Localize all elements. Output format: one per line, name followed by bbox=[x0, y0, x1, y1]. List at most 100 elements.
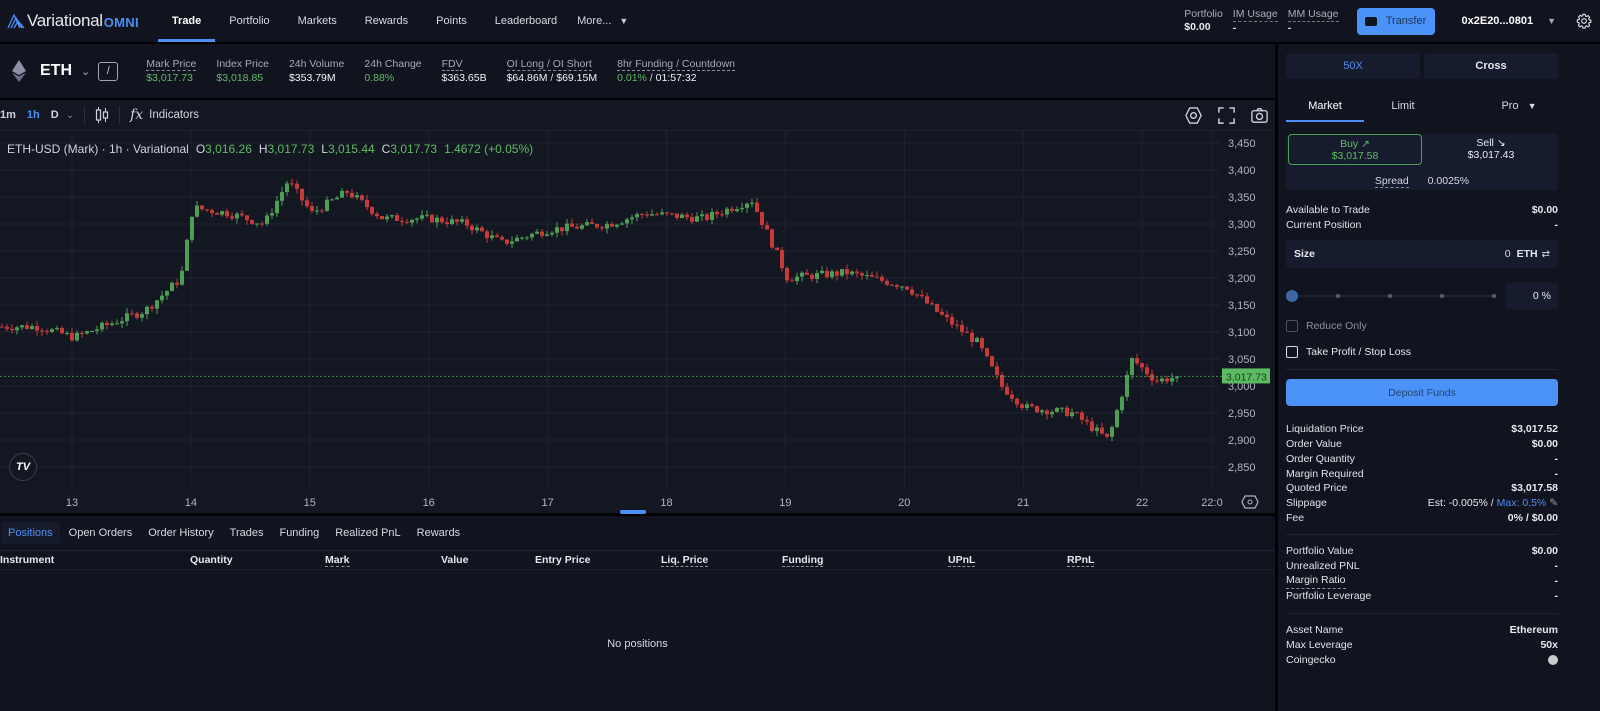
reduce-only-checkbox[interactable]: Reduce Only bbox=[1286, 320, 1367, 332]
chart-settings-icon[interactable] bbox=[1184, 106, 1203, 125]
col-entry-price[interactable]: Entry Price bbox=[535, 554, 591, 566]
size-value[interactable]: 0 bbox=[1504, 248, 1511, 260]
col-liq-price[interactable]: Liq. Price bbox=[661, 553, 709, 567]
timeframe-chevron-down-icon[interactable]: ⌄ bbox=[65, 109, 75, 121]
timeframe-d[interactable]: D bbox=[50, 109, 59, 121]
tab-pro-dropdown[interactable]: Pro ▼ bbox=[1480, 93, 1558, 122]
fullscreen-icon[interactable] bbox=[1217, 106, 1236, 125]
tab-realized-pnl[interactable]: Realized PnL bbox=[335, 527, 401, 539]
fdv-label[interactable]: FDV bbox=[441, 58, 463, 71]
svg-text:17: 17 bbox=[541, 497, 553, 509]
margin-mode-button[interactable]: Cross bbox=[1424, 53, 1558, 79]
funding-rate-value: 0.01% bbox=[617, 72, 647, 84]
candle-style-icon[interactable] bbox=[95, 106, 109, 124]
checkbox-box[interactable] bbox=[1286, 346, 1298, 358]
tab-funding[interactable]: Funding bbox=[279, 527, 320, 539]
tab-rewards[interactable]: Rewards bbox=[416, 527, 461, 539]
slider-knob[interactable] bbox=[1286, 290, 1298, 302]
mark-price-label[interactable]: Mark Price bbox=[146, 58, 197, 71]
toolbar-divider bbox=[84, 106, 86, 124]
slider-tick[interactable] bbox=[1440, 294, 1444, 298]
candlestick-chart[interactable]: 3,450 3,400 3,350 3,300 3,250 3,200 3,150 3,100… bbox=[0, 131, 1275, 513]
screenshot-camera-icon[interactable] bbox=[1250, 106, 1269, 125]
col-quantity[interactable]: Quantity bbox=[190, 554, 233, 566]
col-instrument[interactable]: Instrument bbox=[0, 554, 55, 566]
open-interest-label[interactable]: OI Long / OI Short bbox=[506, 58, 592, 71]
tab-trades[interactable]: Trades bbox=[229, 527, 264, 539]
margin-required-value: - bbox=[1554, 468, 1559, 480]
portfolio-value: $0.00 bbox=[1184, 21, 1211, 33]
brand-logo[interactable]: Variational OMNI bbox=[7, 0, 139, 42]
nav-more-dropdown[interactable]: More... ▼ bbox=[571, 0, 642, 42]
svg-text:20: 20 bbox=[898, 497, 910, 509]
margin-ratio-label[interactable]: Margin Ratio bbox=[1286, 574, 1346, 589]
settings-gear-icon[interactable] bbox=[1576, 13, 1592, 29]
svg-text:3,050: 3,050 bbox=[1228, 354, 1256, 366]
panel-resize-handle[interactable] bbox=[620, 510, 646, 514]
order-quantity-row: Order Quantity - bbox=[1286, 452, 1558, 467]
low-value: 3,015.44 bbox=[327, 142, 375, 156]
reduce-only-label: Reduce Only bbox=[1306, 320, 1367, 332]
leverage-button[interactable]: 50X bbox=[1286, 53, 1420, 79]
current-position-label: Current Position bbox=[1286, 219, 1362, 231]
edit-pencil-icon[interactable]: ✎ bbox=[1549, 497, 1558, 509]
col-value[interactable]: Value bbox=[441, 554, 469, 566]
col-funding[interactable]: Funding bbox=[782, 553, 824, 567]
indicators-button[interactable]: fx Indicators bbox=[130, 107, 199, 123]
nav-leaderboard[interactable]: Leaderboard bbox=[481, 0, 571, 42]
funding-label[interactable]: 8hr Funding / Countdown bbox=[617, 58, 736, 71]
nav-points[interactable]: Points bbox=[422, 0, 481, 42]
timeframe-1m[interactable]: 1m bbox=[0, 109, 16, 121]
slippage-max[interactable]: Max: 0.5% bbox=[1496, 497, 1547, 509]
col-rpnl[interactable]: RPnL bbox=[1067, 553, 1095, 567]
nav-trade[interactable]: Trade bbox=[157, 0, 216, 42]
slider-tick[interactable] bbox=[1492, 294, 1496, 298]
tradingview-logo-icon[interactable]: TV bbox=[9, 453, 37, 481]
transfer-button[interactable]: Transfer bbox=[1356, 7, 1435, 35]
market-symbol[interactable]: ETH bbox=[40, 62, 72, 79]
main-nav: Trade Portfolio Markets Rewards Points L… bbox=[157, 0, 642, 42]
tab-positions[interactable]: Positions bbox=[1, 522, 60, 544]
sell-button[interactable]: Sell ↘ $3,017.43 bbox=[1426, 134, 1556, 165]
oi-long-value: $64.86M bbox=[506, 72, 548, 84]
coingecko-link-icon[interactable] bbox=[1548, 655, 1558, 665]
swap-unit-icon[interactable]: ⇄ bbox=[1541, 248, 1550, 260]
col-upnl[interactable]: UPnL bbox=[948, 553, 976, 567]
nav-rewards[interactable]: Rewards bbox=[351, 0, 422, 42]
slider-tick[interactable] bbox=[1388, 294, 1392, 298]
tab-market[interactable]: Market bbox=[1286, 93, 1364, 122]
tab-open-orders[interactable]: Open Orders bbox=[68, 527, 133, 539]
margin-required-row: Margin Required - bbox=[1286, 467, 1558, 482]
wallet-dropdown-caret-icon[interactable]: ▼ bbox=[1547, 16, 1556, 26]
svg-text:3,100: 3,100 bbox=[1228, 327, 1256, 339]
function-fx-icon: fx bbox=[130, 107, 144, 123]
col-mark[interactable]: Mark bbox=[325, 553, 350, 567]
mm-usage-label[interactable]: MM Usage bbox=[1287, 7, 1339, 22]
size-percent-slider[interactable] bbox=[1286, 290, 1496, 302]
size-input[interactable]: Size 0 ETH ⇄ bbox=[1286, 240, 1558, 268]
keyboard-shortcut-slash-button[interactable]: / bbox=[98, 61, 119, 81]
svg-text:2,850: 2,850 bbox=[1228, 462, 1256, 474]
funding-stat: 8hr Funding / Countdown 0.01% / 01:57:32 bbox=[617, 57, 736, 85]
mark-price-stat: Mark Price $3,017.73 bbox=[146, 57, 197, 85]
market-selector-chevron-icon[interactable]: ⌄ bbox=[81, 65, 91, 78]
slider-track bbox=[1290, 295, 1496, 297]
oi-short-value: $69.15M bbox=[556, 72, 598, 84]
checkbox-box[interactable] bbox=[1286, 320, 1298, 332]
wallet-address[interactable]: 0x2E20...0801 bbox=[1461, 15, 1534, 27]
spread-label[interactable]: Spread bbox=[1374, 175, 1409, 188]
nav-portfolio[interactable]: Portfolio bbox=[215, 0, 283, 42]
slider-tick[interactable] bbox=[1336, 294, 1340, 298]
timeframe-1h[interactable]: 1h bbox=[26, 109, 40, 121]
size-percent-input[interactable]: 0 % bbox=[1506, 283, 1558, 309]
quoted-price-row: Quoted Price $3,017.58 bbox=[1286, 481, 1558, 496]
tab-order-history[interactable]: Order History bbox=[148, 527, 214, 539]
open-label: O bbox=[195, 142, 206, 156]
im-usage-label[interactable]: IM Usage bbox=[1232, 7, 1278, 22]
nav-markets[interactable]: Markets bbox=[284, 0, 351, 42]
tp-sl-checkbox[interactable]: Take Profit / Stop Loss bbox=[1286, 346, 1411, 358]
buy-button[interactable]: Buy ↗ $3,017.58 bbox=[1288, 134, 1422, 165]
deposit-funds-button[interactable]: Deposit Funds bbox=[1286, 379, 1558, 406]
tab-limit[interactable]: Limit bbox=[1391, 100, 1415, 112]
variational-logo-icon bbox=[7, 13, 25, 29]
